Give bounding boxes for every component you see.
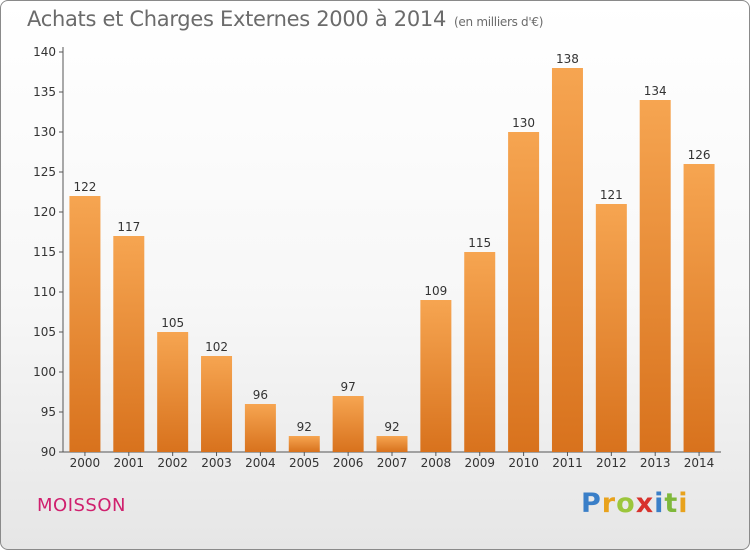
bar-2013 <box>639 100 671 452</box>
x-tick-label-2003: 2003 <box>201 456 232 470</box>
y-tick-label: 135 <box>33 85 56 99</box>
brand-logo: Proxiti <box>581 488 689 519</box>
data-label-2013: 134 <box>644 84 667 98</box>
bar-2009 <box>464 252 496 452</box>
data-label-2008: 109 <box>424 284 447 298</box>
x-tick-label-2006: 2006 <box>333 456 364 470</box>
y-tick-label: 140 <box>33 45 56 59</box>
x-tick-label-2001: 2001 <box>114 456 145 470</box>
bar-2012 <box>595 204 627 452</box>
bar-2003 <box>201 356 233 452</box>
bar-2000 <box>69 196 101 452</box>
data-label-2010: 130 <box>512 116 535 130</box>
data-label-2014: 126 <box>688 148 711 162</box>
bar-2010 <box>508 132 540 452</box>
data-label-2000: 122 <box>73 180 96 194</box>
data-label-2006: 97 <box>340 380 355 394</box>
bar-2004 <box>244 404 276 452</box>
bar-2005 <box>288 436 320 452</box>
bar-2011 <box>551 68 583 452</box>
chart-title-text: Achats et Charges Externes 2000 à 2014 <box>27 7 447 31</box>
bar-2001 <box>113 236 145 452</box>
y-tick-label: 125 <box>33 165 56 179</box>
y-tick-label: 90 <box>41 445 56 459</box>
data-label-2003: 102 <box>205 340 228 354</box>
data-label-2009: 115 <box>468 236 491 250</box>
y-tick-label: 105 <box>33 325 56 339</box>
bar-2002 <box>157 332 189 452</box>
y-tick-label: 110 <box>33 285 56 299</box>
chart-unit: (en milliers d'€) <box>454 15 544 29</box>
data-label-2001: 117 <box>117 220 140 234</box>
x-tick-label-2012: 2012 <box>596 456 627 470</box>
y-tick-label: 130 <box>33 125 56 139</box>
y-tick-label: 120 <box>33 205 56 219</box>
data-label-2012: 121 <box>600 188 623 202</box>
x-tick-label-2000: 2000 <box>70 456 101 470</box>
data-label-2005: 92 <box>297 420 312 434</box>
x-tick-label-2007: 2007 <box>377 456 408 470</box>
y-tick-label: 100 <box>33 365 56 379</box>
x-tick-label-2004: 2004 <box>245 456 276 470</box>
x-tick-label-2008: 2008 <box>421 456 452 470</box>
bar-2006 <box>332 396 364 452</box>
bar-2007 <box>376 436 408 452</box>
data-label-2011: 138 <box>556 52 579 66</box>
data-label-2002: 105 <box>161 316 184 330</box>
y-tick-label: 95 <box>41 405 56 419</box>
x-tick-label-2005: 2005 <box>289 456 320 470</box>
x-tick-label-2011: 2011 <box>552 456 583 470</box>
chart-title: Achats et Charges Externes 2000 à 2014 (e… <box>27 7 543 31</box>
bar-2014 <box>683 164 715 452</box>
x-tick-label-2009: 2009 <box>464 456 495 470</box>
y-tick-label: 115 <box>33 245 56 259</box>
x-tick-label-2010: 2010 <box>508 456 539 470</box>
x-tick-label-2013: 2013 <box>640 456 671 470</box>
x-tick-label-2014: 2014 <box>684 456 715 470</box>
bar-2008 <box>420 300 452 452</box>
commune-name: MOISSON <box>37 495 126 516</box>
x-tick-label-2002: 2002 <box>157 456 188 470</box>
data-label-2004: 96 <box>253 388 268 402</box>
data-label-2007: 92 <box>384 420 399 434</box>
